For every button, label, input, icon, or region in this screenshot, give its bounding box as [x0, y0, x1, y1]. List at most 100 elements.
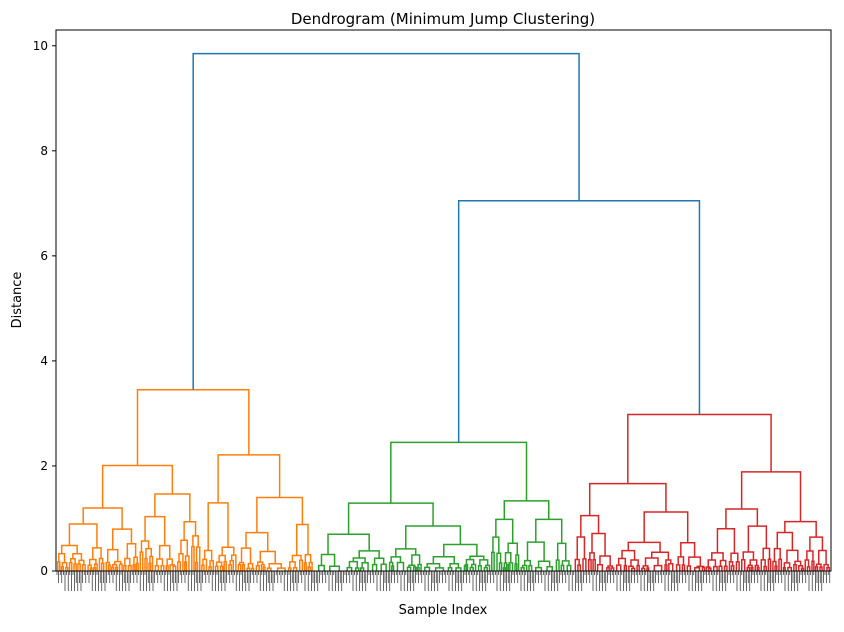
dendrogram-link — [477, 565, 482, 571]
dendrogram-link — [107, 564, 111, 571]
dendrogram-link — [668, 563, 674, 571]
y-tick-label: 2 — [40, 459, 48, 473]
dendrogram-link — [560, 564, 565, 571]
dendrogram-link — [747, 564, 753, 568]
dendrogram-link — [165, 564, 169, 571]
dendrogram-link — [784, 520, 817, 538]
dendrogram-links — [57, 52, 830, 571]
dendrogram-link — [651, 551, 670, 560]
dendrogram-link — [60, 565, 65, 571]
dendrogram-link — [111, 528, 133, 550]
dendrogram-link — [140, 540, 150, 553]
dendrogram-link — [411, 554, 421, 566]
dendrogram-link — [304, 553, 312, 563]
dendrogram-link — [642, 565, 649, 569]
dendrogram-link — [815, 563, 822, 568]
dendrogram-link — [255, 565, 260, 571]
dendrogram-link — [756, 566, 760, 571]
dendrogram-link — [716, 527, 736, 554]
dendrogram-link — [566, 564, 572, 571]
dendrogram-link — [811, 560, 815, 571]
dendrogram-link — [107, 548, 119, 563]
dendrogram-link — [627, 413, 772, 484]
dendrogram-link — [101, 464, 174, 509]
dendrogram-link — [156, 558, 164, 566]
dendrogram-link — [60, 544, 78, 554]
dendrogram-link — [432, 555, 455, 564]
dendrogram-link — [126, 542, 137, 559]
dendrogram-link — [701, 566, 706, 571]
dendrogram-link — [503, 500, 550, 520]
dendrogram-link — [214, 565, 219, 571]
dendrogram-link — [172, 565, 177, 571]
dendrogram-link — [504, 552, 512, 563]
dendrogram-link — [219, 565, 224, 571]
dendrogram-link — [776, 531, 794, 551]
dendrogram-link — [686, 565, 692, 571]
dendrogram-link — [217, 454, 281, 503]
dendrogram-link — [469, 566, 474, 571]
dendrogram-link — [82, 507, 123, 530]
dendrogram-link — [741, 559, 746, 571]
dendrogram-link — [742, 551, 755, 560]
dendrogram-link — [413, 566, 417, 571]
dendrogram-link — [329, 565, 341, 571]
dendrogram-link — [240, 547, 252, 564]
dendrogram-link — [201, 564, 205, 571]
dendrogram-link — [587, 559, 592, 571]
dendrogram-link — [177, 561, 181, 571]
dendrogram-link — [115, 566, 119, 571]
dendrogram-link — [718, 565, 723, 571]
dendrogram-link — [371, 563, 378, 571]
dendrogram-link — [589, 552, 595, 560]
dendrogram-link — [191, 545, 195, 571]
dendrogram-link — [160, 565, 165, 571]
dendrogram-link — [588, 482, 667, 516]
dendrogram-link — [546, 566, 553, 571]
x-axis-label: Sample Index — [399, 603, 488, 618]
dendrogram-link — [492, 536, 500, 554]
dendrogram-link — [154, 565, 160, 571]
dendrogram-link — [237, 563, 242, 571]
dendrogram-link — [457, 199, 701, 443]
dendrogram-link — [762, 547, 771, 560]
leaf-tick-marks — [56, 571, 831, 591]
dendrogram-link — [215, 561, 223, 567]
dendrogram-link — [136, 389, 250, 466]
dendrogram-link — [818, 549, 827, 565]
dendrogram-link — [298, 559, 304, 571]
dendrogram-link — [491, 551, 495, 571]
dendrogram-link — [57, 561, 61, 571]
dendrogram-link — [592, 559, 596, 571]
y-tick-label: 10 — [33, 39, 48, 53]
dendrogram-link — [112, 563, 118, 568]
dendrogram-link — [228, 564, 233, 571]
dendrogram-link — [664, 564, 668, 571]
dendrogram-link — [826, 566, 830, 571]
dendrogram-link — [723, 565, 728, 571]
dendrogram-link — [688, 556, 702, 567]
dendrogram-link — [809, 536, 824, 552]
dendrogram-link — [118, 563, 123, 571]
dendrogram-link — [307, 566, 312, 571]
dendrogram-link — [81, 564, 86, 571]
dendrogram-link — [73, 563, 77, 571]
dendrogram-link — [194, 561, 199, 571]
dendrogram-link — [819, 566, 823, 571]
y-tick-label: 8 — [40, 144, 48, 158]
dendrogram-link — [507, 564, 511, 571]
dendrogram-link — [767, 558, 772, 571]
dendrogram-link — [483, 566, 488, 571]
chart-title: Dendrogram (Minimum Jump Clustering) — [291, 10, 595, 28]
dendrogram-link — [535, 518, 563, 544]
dendrogram-link — [390, 441, 528, 504]
dendrogram-link — [100, 562, 105, 571]
dendrogram-link — [406, 566, 412, 571]
dendrogram-link — [653, 564, 663, 571]
dendrogram-link — [623, 564, 628, 571]
dendrogram-link — [247, 562, 254, 569]
dendrogram-link — [763, 565, 767, 571]
dendrogram-link — [317, 564, 325, 571]
dendrogram-link — [675, 564, 681, 571]
